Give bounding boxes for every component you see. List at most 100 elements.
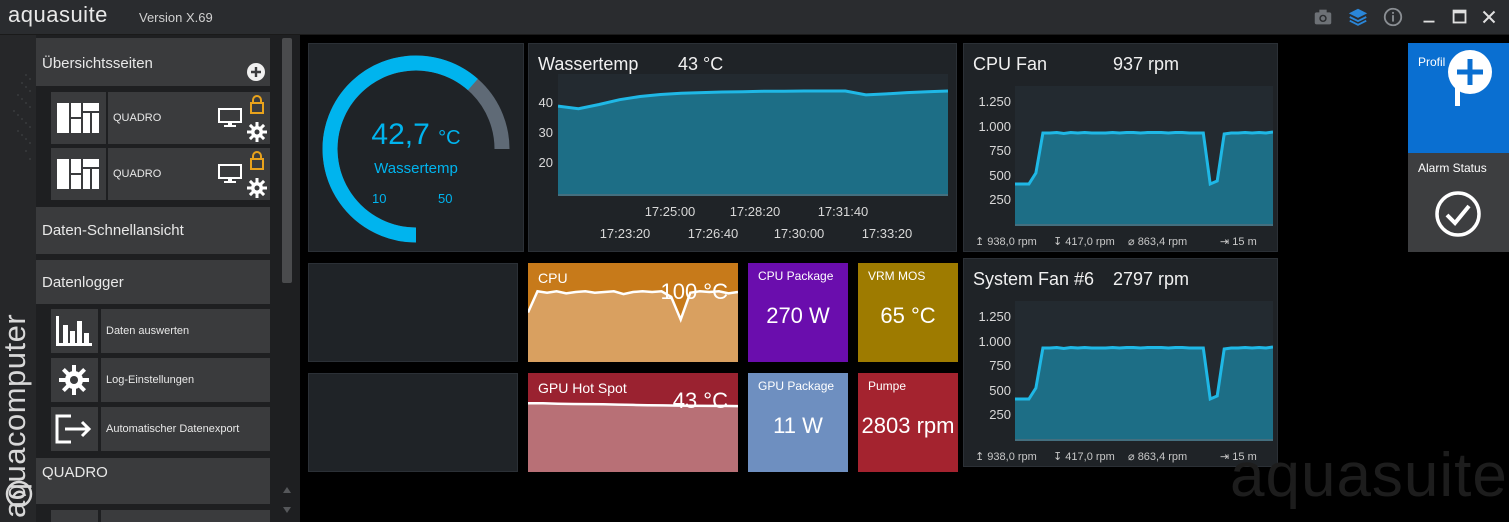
gauge-panel (308, 43, 524, 252)
gauge-label: Wassertemp (374, 160, 458, 177)
gpu-package-title: GPU Package (758, 379, 835, 393)
close-icon[interactable] (1478, 6, 1500, 28)
monitor-icon[interactable] (218, 164, 242, 184)
empty-panel (308, 263, 518, 362)
y-tick-label: 500 (989, 383, 1011, 398)
water-temp-chart-title: Wassertemp (538, 54, 639, 74)
x-tick-label: 17:33:20 (861, 226, 913, 241)
overview-page-thumbnail[interactable] (51, 148, 106, 200)
overview-pages-header[interactable]: Übersichtsseiten (36, 38, 270, 86)
duration-value: 15 m (1232, 236, 1257, 248)
quick-view-item[interactable]: Daten-Schnellansicht (36, 207, 270, 254)
bar-chart-icon (56, 316, 92, 346)
gauge-value: 42,7 (371, 118, 430, 151)
avg-stat: ⌀ 863,4 rpm (1128, 451, 1188, 463)
watermark-logo: aquasuite (1230, 441, 1508, 510)
lock-icon[interactable] (248, 150, 266, 170)
duration-stat: ⇥ 15 m (1220, 236, 1257, 248)
x-tick-label: 17:28:20 (729, 204, 781, 219)
system-fan-area-chart (1015, 301, 1273, 441)
x-tick-label: 17:26:40 (687, 226, 739, 241)
y-tick-label: 1.000 (978, 334, 1011, 349)
gpu-hotspot-area (528, 403, 738, 472)
dot-pattern-icon (13, 74, 31, 160)
overview-page-item[interactable]: QUADRO (108, 148, 270, 200)
export-icon (55, 414, 92, 444)
pump-tile (858, 373, 958, 472)
datalogger-item-evaluate[interactable]: Daten auswerten (101, 309, 270, 353)
layers-icon[interactable] (1347, 6, 1369, 28)
cpu-fan-area-chart (1015, 86, 1273, 226)
datalogger-item-icon-tile[interactable] (51, 407, 98, 451)
overview-page-thumbnail[interactable] (51, 92, 106, 144)
duration-value: 15 m (1232, 451, 1257, 463)
layout-grid-icon (57, 103, 99, 133)
avg-value: 863,4 rpm (1137, 451, 1188, 463)
system-fan-area (1015, 347, 1273, 441)
y-tick-label: 750 (989, 358, 1011, 373)
gauge-max: 50 (438, 191, 453, 206)
system-fan-value: 2797 rpm (1113, 269, 1190, 289)
y-tick-label: 30 (538, 125, 553, 140)
device-header[interactable]: QUADRO (36, 458, 270, 504)
device-label: QUADRO (42, 464, 108, 481)
pump-title: Pumpe (868, 379, 907, 393)
add-profile-icon[interactable] (1445, 46, 1495, 106)
scroll-arrows-icon[interactable] (282, 485, 292, 515)
overview-page-item[interactable]: QUADRO (108, 92, 270, 144)
app-title: aquasuite (8, 2, 108, 27)
minimize-icon[interactable] (1418, 6, 1440, 28)
datalogger-item-icon-tile[interactable] (51, 358, 98, 402)
vrm-mos-value: 65 °C (880, 303, 936, 328)
y-tick-label: 1.250 (978, 94, 1011, 109)
max-stat: ↥ 938,0 rpm (975, 451, 1037, 463)
y-tick-label: 500 (989, 168, 1011, 183)
vrm-mos-title: VRM MOS (868, 269, 926, 283)
gauge-value-row: 42,7 °C (308, 118, 524, 152)
datalogger-item-icon-tile[interactable] (51, 309, 98, 353)
water-temp-chart-value: 43 °C (678, 54, 724, 74)
gear-icon[interactable] (246, 177, 268, 199)
gpu-hotspot-title: GPU Hot Spot (538, 380, 627, 396)
gear-icon (59, 365, 89, 395)
camera-icon[interactable] (1312, 6, 1334, 28)
device-item-icon-tile[interactable] (51, 510, 98, 522)
maximize-icon[interactable] (1449, 6, 1471, 28)
datalogger-item-auto-export[interactable]: Automatischer Datenexport (101, 407, 270, 451)
lock-icon[interactable] (248, 94, 266, 114)
device-item[interactable] (101, 510, 270, 522)
min-stat: ↧ 417,0 rpm (1053, 451, 1115, 463)
water-temp-area-chart (558, 74, 948, 196)
add-page-icon[interactable] (246, 62, 266, 82)
cpu-fan-line (1015, 130, 1273, 187)
brand-strip: aquacomputer (0, 35, 36, 522)
alarm-status-label: Alarm Status (1418, 161, 1487, 175)
max-stat: ↥ 938,0 rpm (975, 236, 1037, 248)
app-version: Version X.69 (139, 10, 213, 25)
water-temp-gauge (322, 55, 510, 243)
y-tick-label: 40 (538, 95, 553, 110)
title-bar (0, 0, 1509, 35)
y-tick-label: 1.250 (978, 309, 1011, 324)
x-tick-label: 17:23:20 (599, 226, 651, 241)
cpu-package-tile (748, 263, 848, 362)
overview-page-label: QUADRO (113, 168, 162, 180)
cpu-fan-value: 937 rpm (1113, 54, 1180, 74)
aquacomputer-logo-icon (5, 480, 33, 508)
min-stat: ↧ 417,0 rpm (1053, 236, 1115, 248)
cpu-fan-area (1015, 132, 1273, 226)
datalogger-header[interactable]: Datenlogger (36, 260, 270, 304)
cpu-package-title: CPU Package (758, 269, 834, 283)
datalogger-item-log-settings[interactable]: Log-Einstellungen (101, 358, 270, 402)
info-icon[interactable] (1382, 6, 1404, 28)
monitor-icon[interactable] (218, 108, 242, 128)
water-temp-line (558, 89, 948, 111)
y-tick-label: 250 (989, 192, 1011, 207)
cpu-sparkline (528, 289, 738, 362)
x-tick-label: 17:30:00 (773, 226, 825, 241)
gear-icon[interactable] (246, 121, 268, 143)
cpu-line (528, 289, 738, 324)
avg-value: 863,4 rpm (1137, 236, 1188, 248)
sidebar-scroll-thumb[interactable] (282, 38, 292, 283)
cpu-package-value: 270 W (766, 303, 830, 328)
